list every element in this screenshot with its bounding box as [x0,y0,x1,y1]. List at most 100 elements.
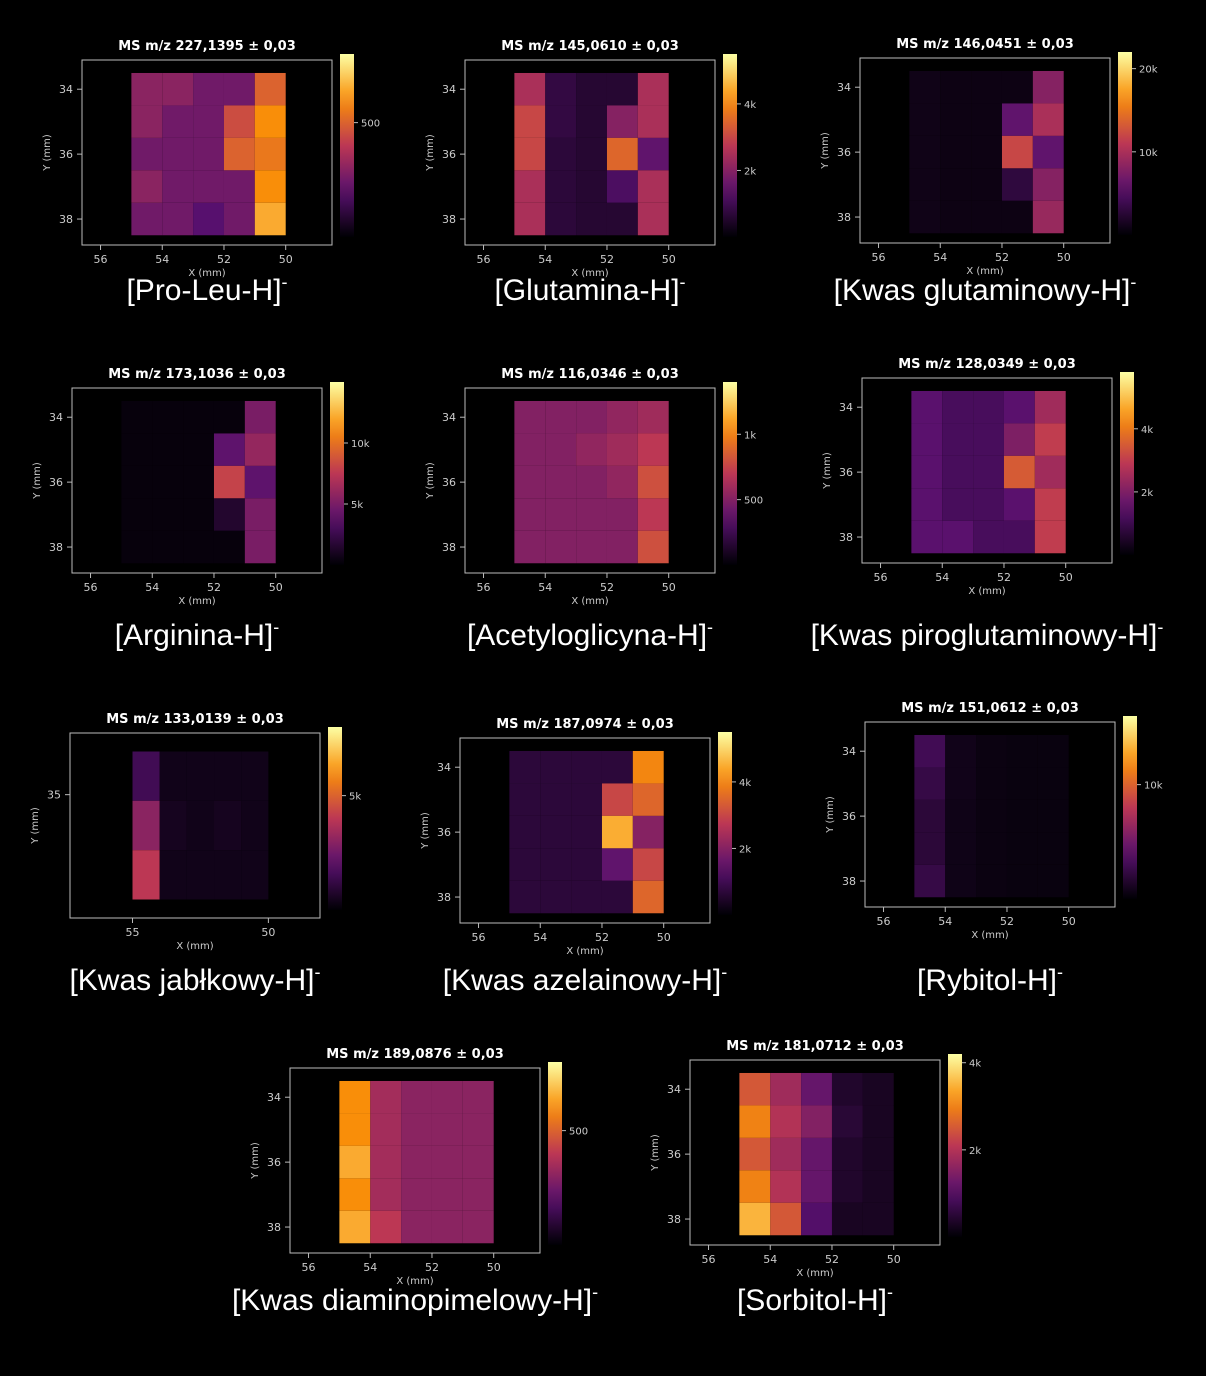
heat-cell [162,73,193,105]
heat-cell [914,735,945,767]
heat-cell [133,850,160,899]
heat-cell [832,1073,863,1105]
y-tick-label: 36 [49,476,63,489]
chart-title: MS m/z 145,0610 ± 0,03 [501,39,679,54]
x-tick-label: 54 [363,1261,377,1274]
x-tick-label: 54 [938,915,952,928]
heat-cell [1002,103,1033,135]
heat-cell [971,103,1002,135]
heat-cell [121,401,152,433]
y-tick-label: 35 [47,789,61,802]
y-axis-label: Y (mm) [825,796,836,834]
x-tick-label: 50 [487,1261,501,1274]
x-tick-label: 56 [872,251,886,264]
caption-charge: - [1157,617,1163,637]
x-tick-label: 50 [1062,915,1076,928]
heat-cell [432,1146,463,1178]
heat-cell [863,1203,894,1235]
heat-cell [909,103,940,135]
heat-cell [160,752,187,801]
y-tick-label: 38 [667,1213,681,1226]
heat-cell [463,1081,494,1113]
colorbar-tick-label: 500 [744,496,763,507]
colorbar-tick-label: 10k [1144,781,1163,792]
x-tick-label: 50 [1057,251,1071,264]
heat-cell [214,433,245,465]
x-tick-label: 50 [887,1253,901,1266]
y-tick-label: 38 [49,541,63,554]
heat-cell [909,136,940,168]
heat-cell [162,203,193,235]
caption-text: [Acetyloglicyna-H] [467,619,707,652]
heat-cell [863,1073,894,1105]
heat-cell [545,433,576,465]
y-axis-label: Y (mm) [30,807,41,845]
heat-cell [911,423,942,455]
heat-cell [214,850,241,899]
heat-cell [576,498,607,530]
heat-cell [193,170,224,202]
y-tick-label: 38 [437,891,451,904]
heat-cell [576,73,607,105]
heat-cell [576,138,607,170]
y-tick-label: 36 [839,466,853,479]
heat-cell [602,881,633,913]
heat-cell [976,735,1007,767]
x-tick-label: 52 [1000,915,1014,928]
heat-cell [1033,201,1064,233]
heat-cell [576,466,607,498]
caption-text: [Sorbitol-H] [737,1284,887,1317]
heat-cell [245,401,276,433]
caption-charge: - [680,272,686,292]
heat-cell [1038,735,1069,767]
x-tick-label: 52 [595,931,609,944]
heat-cell [545,203,576,235]
heat-cell [152,401,183,433]
heat-cell [801,1138,832,1170]
chart-title: MS m/z 146,0451 ± 0,03 [896,37,1074,52]
y-tick-label: 36 [442,148,456,161]
heat-cell [545,105,576,137]
heat-cell [832,1203,863,1235]
heat-cell [545,73,576,105]
y-axis-label: Y (mm) [425,462,436,500]
heat-cell [633,751,664,783]
y-tick-label: 34 [842,745,856,758]
heat-cell [1038,767,1069,799]
heat-cell [370,1178,401,1210]
colorbar [948,1054,962,1237]
y-tick-label: 36 [667,1148,681,1161]
x-tick-label: 56 [874,571,888,584]
heat-cell [801,1105,832,1137]
colorbar [330,382,344,565]
colorbar [1118,52,1132,235]
heat-cell [509,783,540,815]
heat-cell [973,488,1004,520]
heat-cell [863,1105,894,1137]
y-tick-label: 34 [267,1091,281,1104]
y-axis-label: Y (mm) [650,1134,661,1172]
caption: [Kwas piroglutaminowy-H]- [811,617,1164,652]
caption-charge: - [1057,962,1063,982]
heat-cell [602,816,633,848]
heat-cell [863,1170,894,1202]
heat-cell [607,433,638,465]
heat-cell [1007,735,1038,767]
caption-charge: - [315,962,321,982]
colorbar-tick-label: 500 [361,119,380,130]
heat-cell [638,170,669,202]
heat-cell [514,138,545,170]
heat-cell [971,71,1002,103]
heat-cell [193,73,224,105]
heat-cell [770,1105,801,1137]
y-tick-label: 38 [839,531,853,544]
colorbar [723,54,737,237]
heat-cell [514,433,545,465]
caption-charge: - [282,272,288,292]
heat-cell [152,498,183,530]
heat-cell [131,170,162,202]
colorbar-tick-label: 5k [351,500,363,511]
heat-cell [607,203,638,235]
y-tick-label: 34 [837,81,851,94]
x-tick-label: 54 [155,253,169,266]
